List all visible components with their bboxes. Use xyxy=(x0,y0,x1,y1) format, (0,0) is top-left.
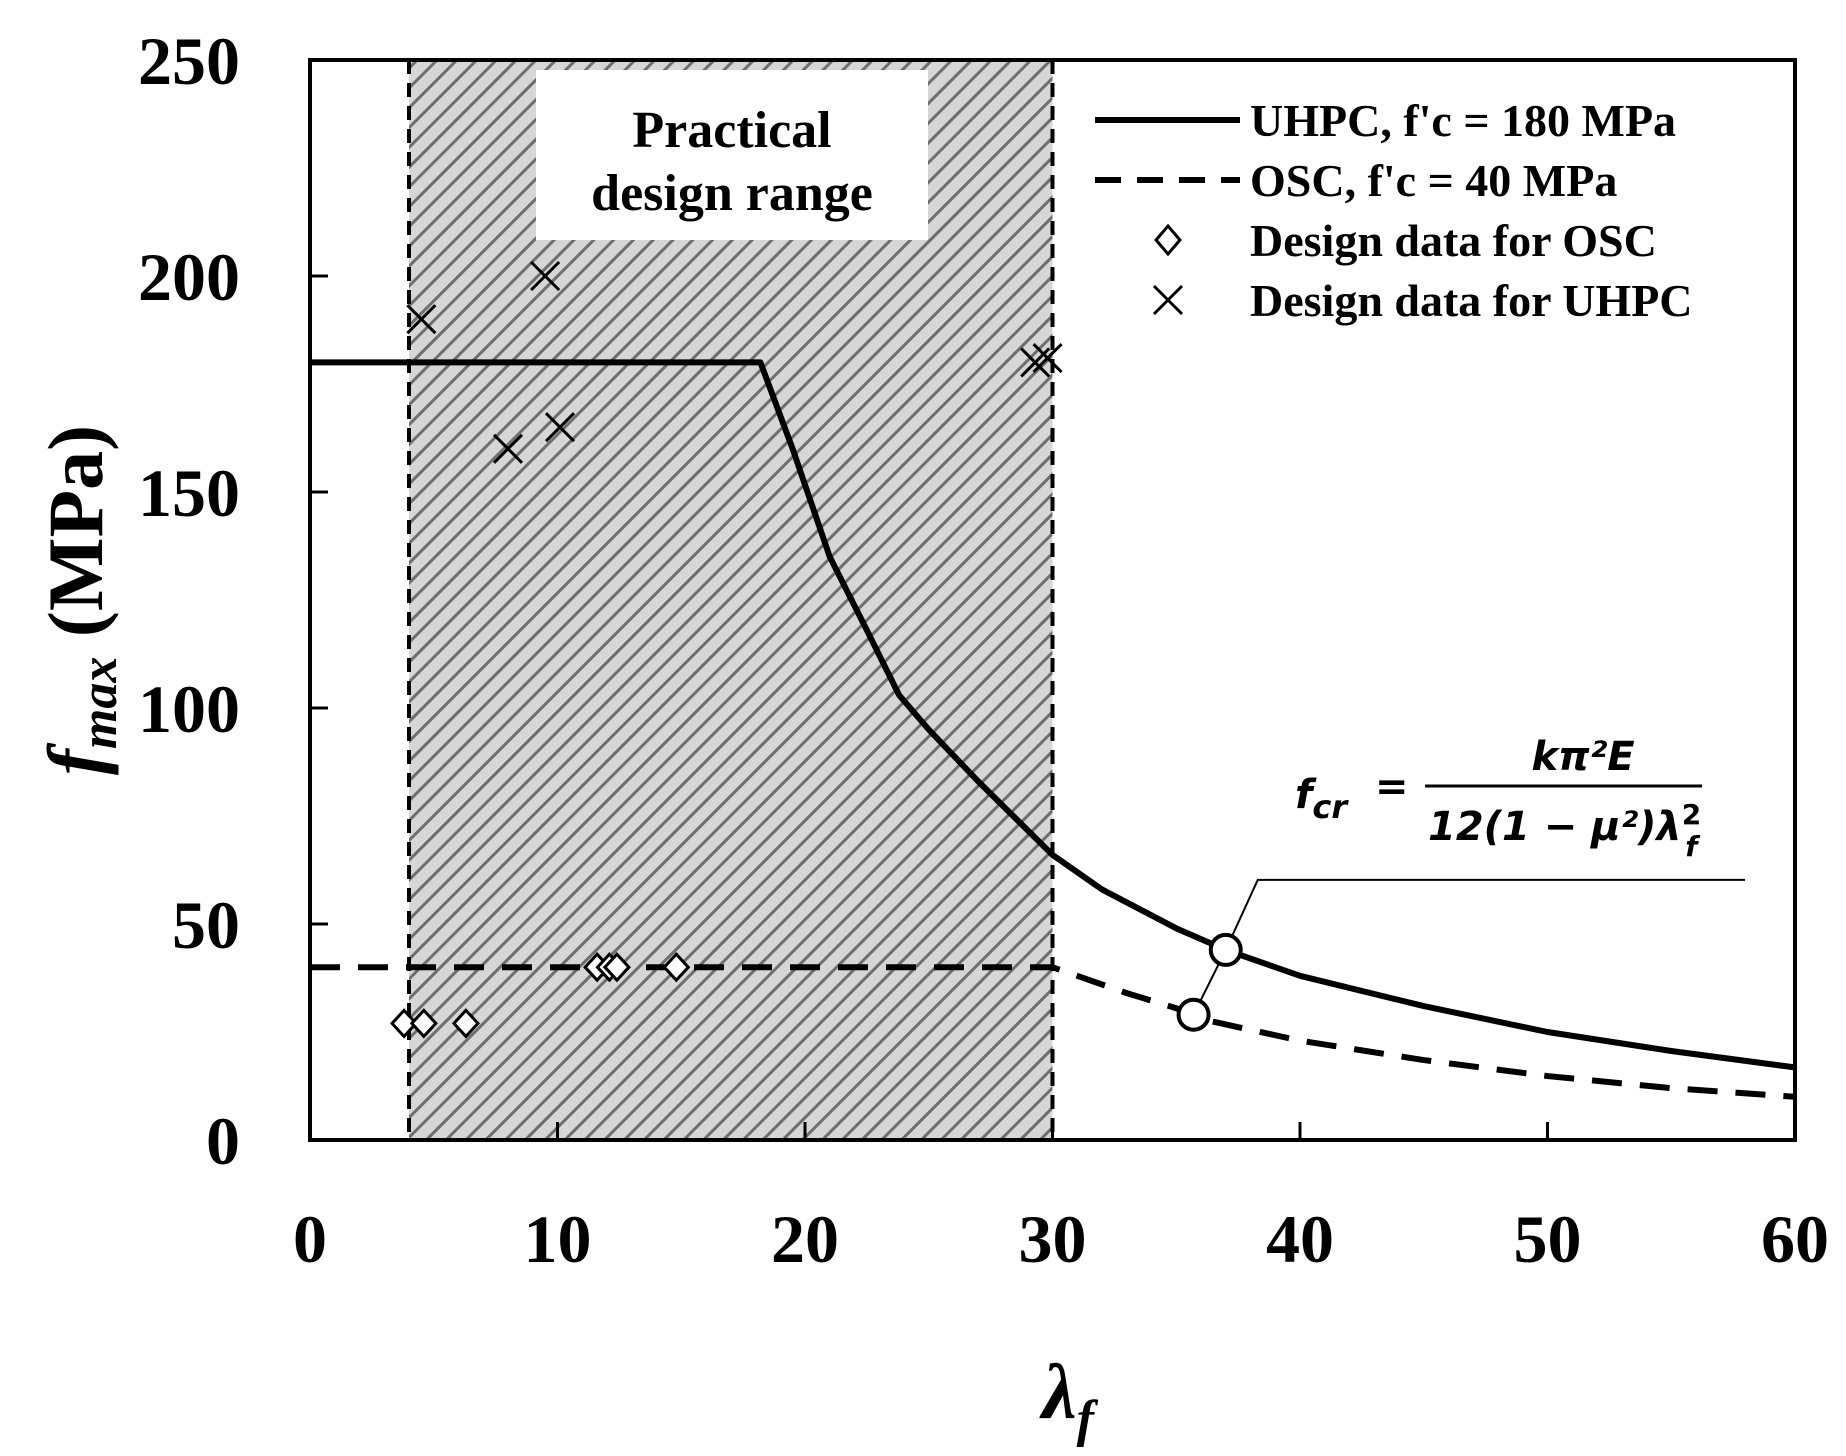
osc-design-point xyxy=(390,1008,419,1039)
annotation-leader-line xyxy=(1192,878,1745,1016)
legend-marker-diamond xyxy=(1154,223,1182,257)
series-line-uhpc xyxy=(310,359,1795,1071)
legend-label-osc: OSC, f'c = 40 MPa xyxy=(1250,155,1617,206)
y-axis-label-unit: (MPa) xyxy=(32,425,119,657)
series-line-osc xyxy=(310,964,1795,1100)
uhpc-design-point xyxy=(1032,343,1063,374)
formula-equals: = xyxy=(1375,764,1409,810)
y-tick-label: 250 xyxy=(138,23,240,99)
formula-lhs-subscript: cr xyxy=(1312,788,1349,826)
x-axis-label: λf xyxy=(1039,1348,1099,1448)
x-tick-label: 0 xyxy=(293,1201,327,1277)
legend-label-uhpc-data: Design data for UHPC xyxy=(1250,275,1693,326)
x-tick-label: 40 xyxy=(1266,1201,1334,1277)
formula-lhs: fcr xyxy=(1295,772,1349,826)
uhpc-design-point xyxy=(530,260,561,292)
x-tick-label: 50 xyxy=(1514,1201,1582,1277)
formula-denominator-superscript: 2 xyxy=(1682,798,1701,831)
y-tick-label: 200 xyxy=(138,239,240,315)
design-range-label-line2: design range xyxy=(591,165,873,222)
formula-annotation: fcr = kπ²E 12(1 − μ²)λ2 f xyxy=(1295,734,1702,863)
osc-design-point xyxy=(451,1008,480,1039)
design-range-label-line1: Practical xyxy=(632,102,831,159)
osc-design-point xyxy=(602,951,631,983)
y-axis-label: fmax (MPa) xyxy=(32,425,128,775)
legend-label-uhpc: UHPC, f'c = 180 MPa xyxy=(1250,95,1676,146)
legend: UHPC, f'c = 180 MPa OSC, f'c = 40 MPa De… xyxy=(1095,95,1693,326)
legend-label-osc-data: Design data for OSC xyxy=(1250,215,1657,266)
legend-marker-x xyxy=(1152,284,1184,316)
formula-denominator-subscript: f xyxy=(1685,830,1701,863)
x-tick-label: 60 xyxy=(1761,1201,1829,1277)
x-tick-label: 20 xyxy=(771,1201,839,1277)
formula-numerator: kπ²E xyxy=(1531,734,1634,780)
x-tick-label: 10 xyxy=(524,1201,592,1277)
uhpc-design-point xyxy=(492,433,524,464)
y-tick-label: 100 xyxy=(138,671,240,747)
formula-denominator: 12(1 − μ²)λ2 f xyxy=(1428,798,1701,863)
uhpc-design-point xyxy=(406,304,437,335)
design-range-label-box xyxy=(536,70,928,240)
x-tick-label: 30 xyxy=(1019,1201,1087,1277)
annotation-point-osc xyxy=(1176,997,1211,1032)
x-axis-label-subscript: f xyxy=(1077,1391,1099,1448)
osc-design-point xyxy=(409,1008,438,1039)
uhpc-design-point xyxy=(544,412,576,443)
osc-design-point xyxy=(662,951,691,983)
y-tick-label: 0 xyxy=(206,1103,240,1179)
y-tick-label: 150 xyxy=(138,455,240,531)
annotation-point-uhpc xyxy=(1208,932,1243,967)
y-axis-label-subscript: max xyxy=(71,657,128,749)
y-tick-label: 50 xyxy=(172,887,240,963)
